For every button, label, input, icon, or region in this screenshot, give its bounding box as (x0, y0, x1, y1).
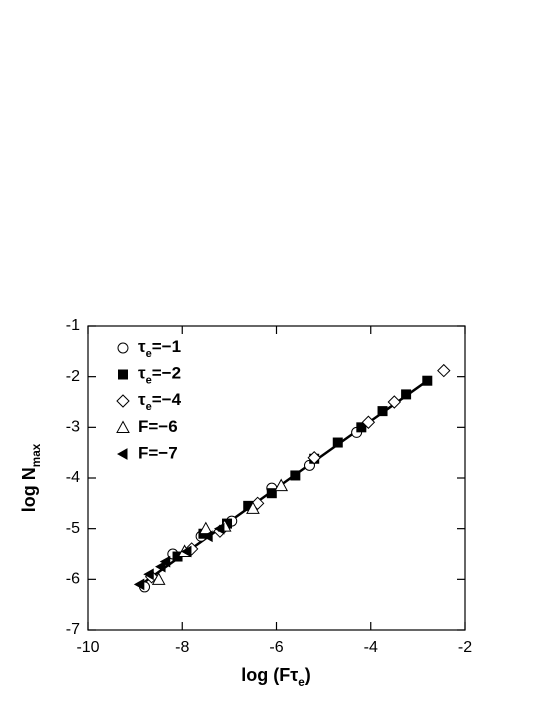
marker-square (356, 422, 367, 433)
y-tick-label: -7 (66, 621, 80, 638)
marker-left-triangle (159, 555, 171, 568)
marker-triangle (274, 478, 289, 492)
marker-square (290, 470, 301, 481)
marker-square (118, 369, 128, 380)
marker-triangle (116, 420, 130, 433)
subscript: e (146, 374, 152, 386)
x-tick-label: -2 (458, 639, 472, 656)
y-axis-label: log Nmax (19, 443, 43, 512)
marker-triangle (198, 521, 213, 535)
text-part: log (Fτ (241, 665, 298, 685)
text-part: log N (19, 467, 39, 512)
text-part: ) (305, 665, 311, 685)
marker-left-triangle (155, 560, 166, 573)
text-part: =−1 (152, 337, 181, 356)
marker-diamond (437, 363, 451, 378)
text-part: =−4 (152, 390, 182, 409)
y-tick-label: -2 (66, 368, 80, 385)
subscript: e (298, 676, 305, 689)
marker-triangle (151, 572, 166, 585)
marker-diamond (116, 394, 130, 408)
y-tick-label: -6 (66, 571, 80, 588)
x-axis-label: log (Fτe) (241, 665, 311, 689)
legend-label: F=−6 (138, 417, 178, 436)
marker-diamond (361, 415, 376, 429)
marker-left-triangle (180, 545, 192, 558)
legend-label: τe=−4 (138, 390, 182, 412)
marker-left-triangle (143, 568, 154, 581)
text-part: τ (138, 337, 146, 356)
text-part: τ (138, 390, 146, 409)
x-tick-label: -8 (175, 639, 189, 656)
legend-label: τe=−2 (138, 364, 181, 386)
marker-square (332, 437, 343, 448)
marker-square (266, 488, 277, 499)
y-tick-label: -5 (66, 520, 80, 537)
x-tick-label: -4 (364, 639, 378, 656)
marker-circle (117, 342, 129, 354)
marker-left-triangle (133, 578, 145, 591)
marker-left-triangle (213, 522, 225, 535)
y-tick-label: -3 (66, 419, 80, 436)
text-part: =−2 (152, 364, 181, 383)
legend-label: τe=−1 (138, 337, 181, 359)
x-tick-label: -10 (76, 639, 99, 656)
marker-diamond (387, 395, 402, 409)
marker-triangle (246, 501, 260, 514)
marker-left-triangle (202, 530, 213, 543)
x-tick-label: -6 (269, 639, 283, 656)
subscript: max (30, 443, 43, 467)
marker-left-triangle (116, 448, 128, 460)
subscript: e (146, 348, 152, 360)
y-tick-label: -4 (66, 469, 80, 486)
subscript: e (146, 401, 152, 413)
marker-diamond (307, 451, 321, 465)
y-tick-label: -1 (66, 317, 80, 334)
marker-square (401, 389, 412, 400)
legend-label: F=−7 (138, 443, 178, 462)
marker-square (422, 375, 433, 386)
text-part: τ (138, 364, 146, 383)
marker-square (377, 406, 388, 417)
